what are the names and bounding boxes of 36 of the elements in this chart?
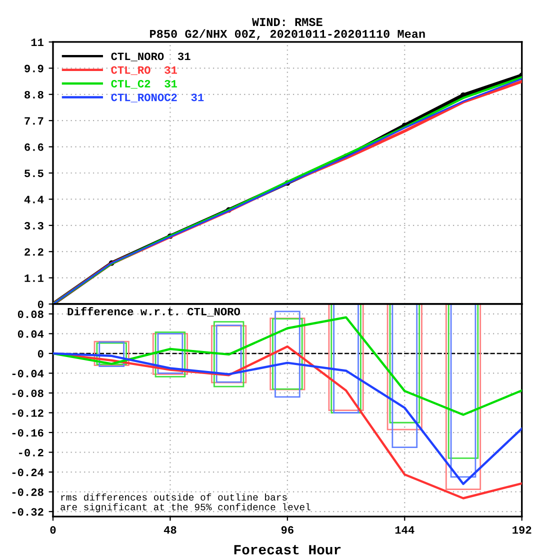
legend-label: CTL_RO 31 bbox=[111, 66, 177, 75]
y-tick-label: -0.12 bbox=[12, 409, 44, 417]
y-tick-label: -0.04 bbox=[12, 370, 44, 378]
y-tick-label: 11 bbox=[31, 38, 44, 46]
y-tick-label: 1.1 bbox=[24, 274, 44, 282]
y-tick-label: 8.8 bbox=[24, 90, 44, 99]
y-tick-label: -0.16 bbox=[12, 429, 44, 437]
y-tick-label: 0.08 bbox=[18, 310, 44, 318]
legend-label: CTL_C2 31 bbox=[111, 80, 177, 89]
chart-subtitle: P850 G2/NHX 00Z, 20201011-20201110 Mean bbox=[150, 29, 425, 40]
y-tick-label: -0.08 bbox=[12, 390, 44, 398]
y-tick-label: 5.5 bbox=[24, 170, 44, 178]
y-tick-label: -0.24 bbox=[12, 468, 44, 476]
x-axis-title: Forecast Hour bbox=[234, 545, 341, 554]
y-tick-label: 0 bbox=[38, 300, 44, 308]
y-tick-label: 0.04 bbox=[18, 330, 44, 338]
x-tick-label: 0 bbox=[50, 526, 56, 534]
y-tick-label: 0 bbox=[38, 350, 44, 358]
annotation: rms differences outside of outline bars are significant at the 95% confidence level bbox=[60, 493, 310, 512]
y-tick-label: -0.32 bbox=[12, 508, 44, 516]
y-tick-label: 6.6 bbox=[24, 143, 44, 151]
x-tick-label: 192 bbox=[512, 526, 532, 534]
y-tick-label: -0.28 bbox=[12, 488, 44, 496]
y-tick-label: 3.3 bbox=[24, 222, 44, 230]
y-tick-label: -0.2 bbox=[19, 448, 44, 456]
x-tick-label: 48 bbox=[164, 526, 176, 534]
chart-title: WIND: RMSE bbox=[252, 18, 322, 26]
y-tick-label: 2.2 bbox=[24, 248, 44, 256]
y-tick-label: 7.7 bbox=[24, 117, 44, 125]
legend-label: CTL_NORO 31 bbox=[111, 52, 190, 62]
y-tick-label: 4.4 bbox=[24, 196, 44, 204]
annotation: Difference w.r.t. CTL_NORO bbox=[68, 307, 240, 316]
y-tick-label: 9.9 bbox=[24, 64, 44, 72]
x-tick-label: 96 bbox=[281, 526, 294, 534]
legend-label: CTL_RONOC2 31 bbox=[111, 94, 204, 102]
x-tick-label: 144 bbox=[395, 526, 414, 534]
